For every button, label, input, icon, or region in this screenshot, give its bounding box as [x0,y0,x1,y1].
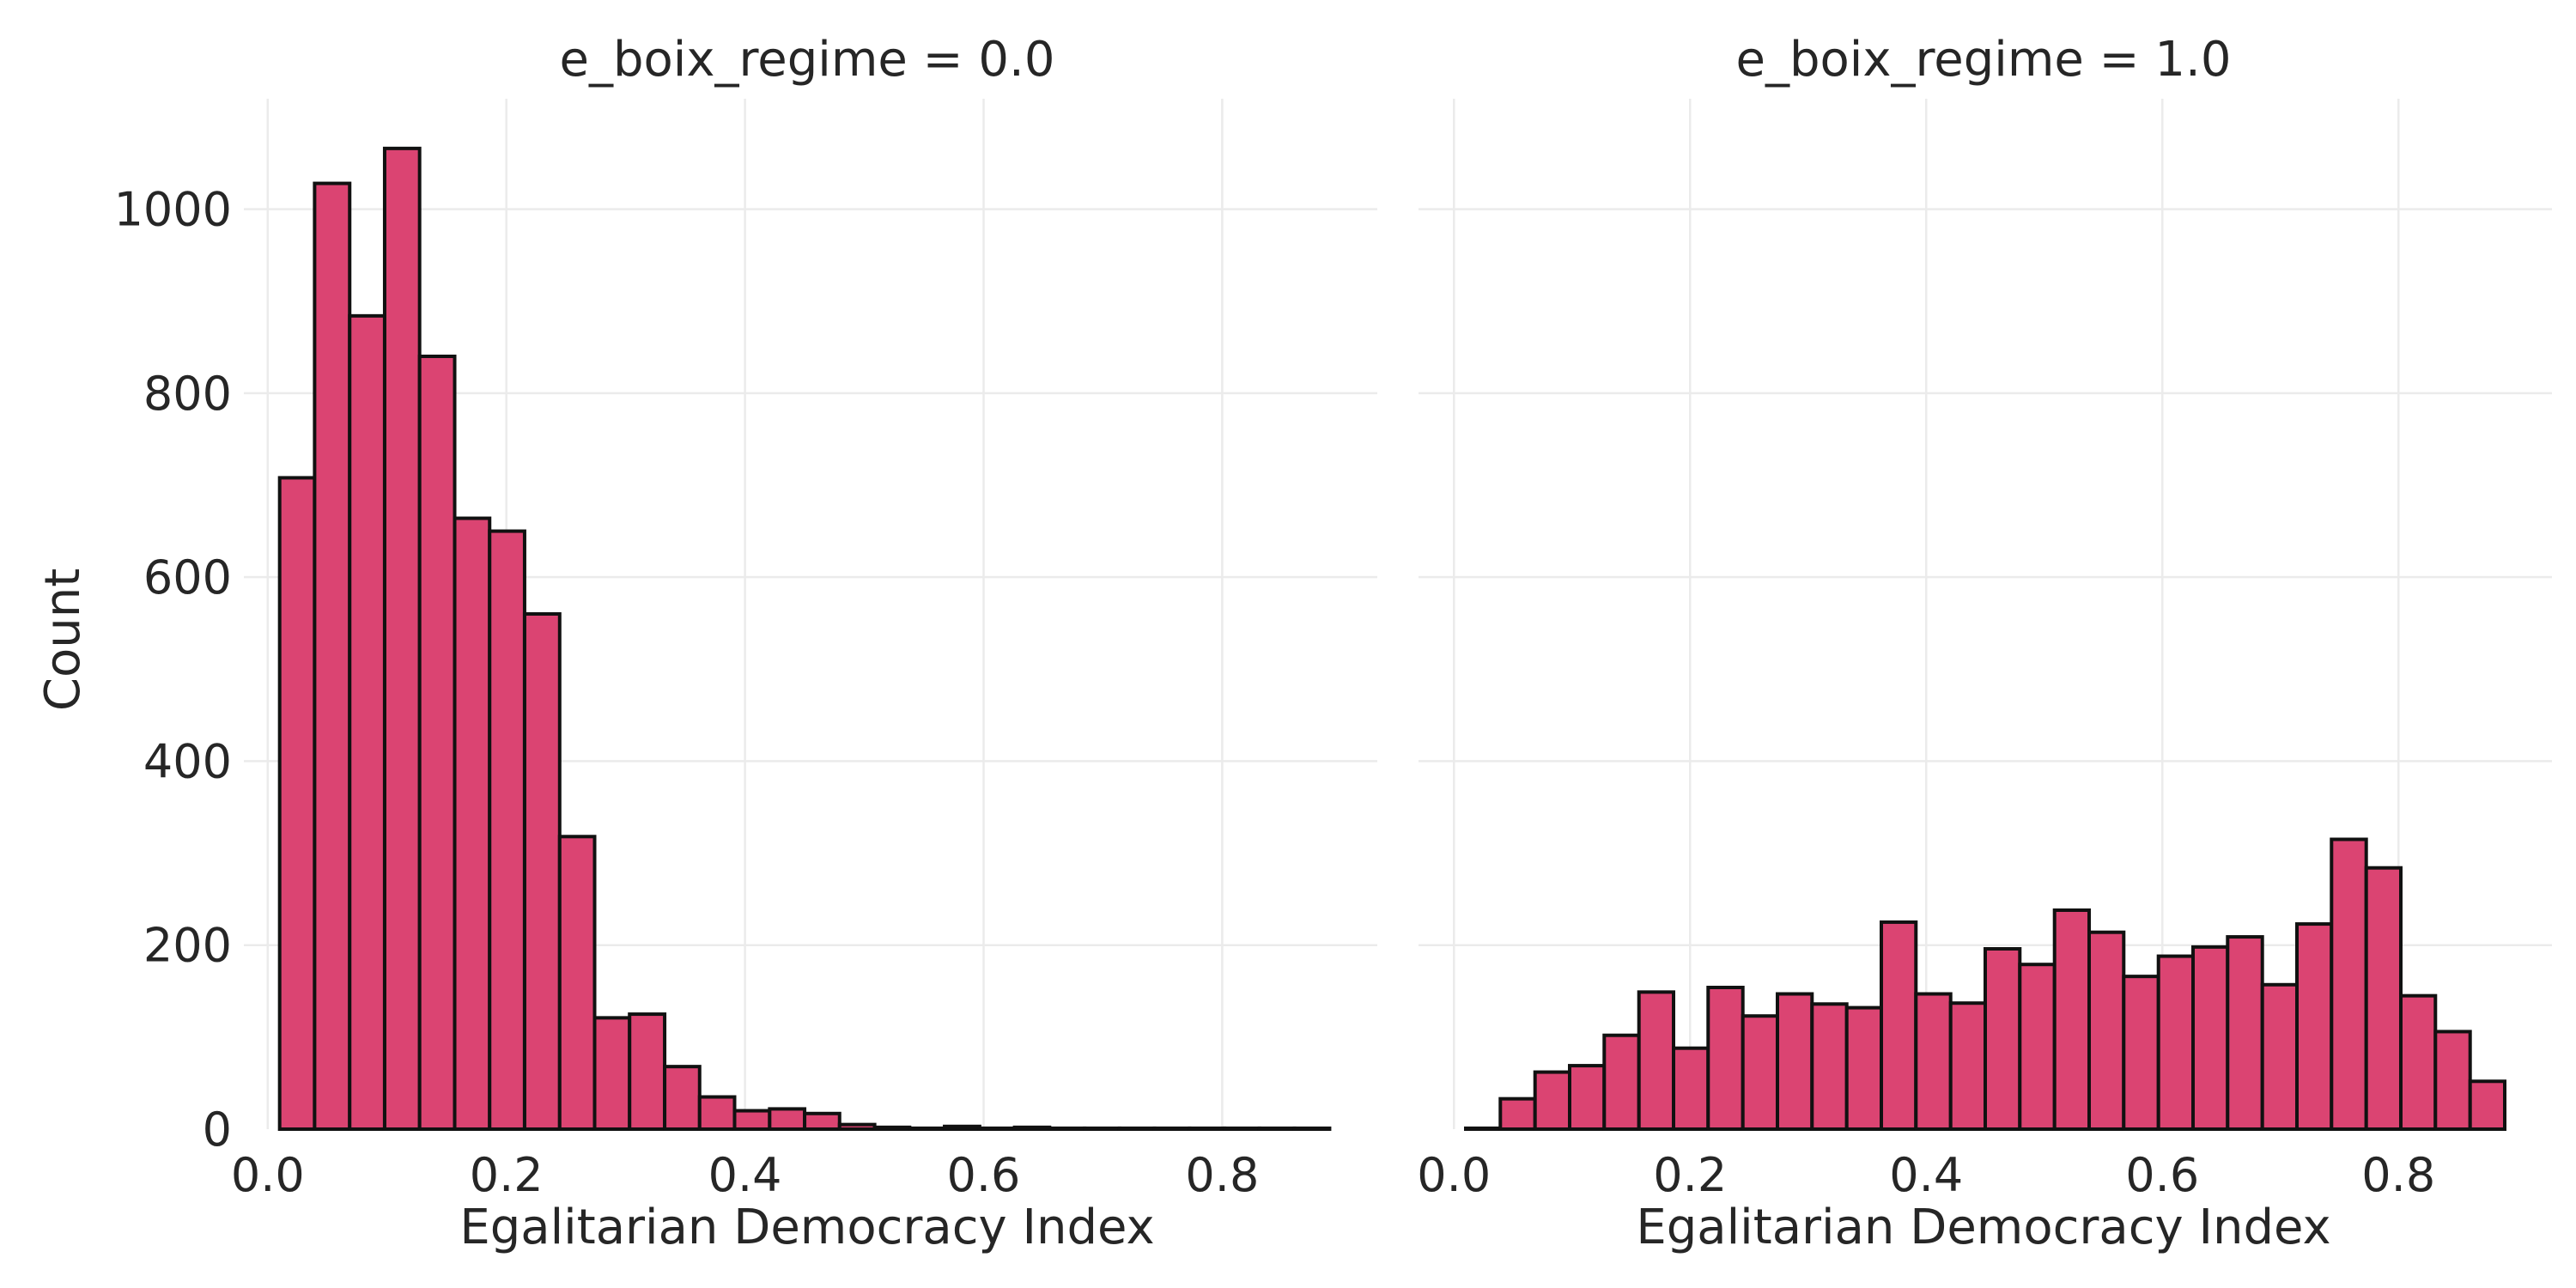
histogram-bar [2087,930,2126,1131]
panel-title: e_boix_regime = 0.0 [560,32,1055,88]
histogram-bar [2156,954,2195,1131]
histogram-bar [1498,1097,1537,1131]
x-tick-label: 0.6 [947,1148,1021,1202]
histogram-bar [837,1122,877,1131]
histogram-bar [1188,1126,1227,1132]
histogram-bar [2330,837,2368,1131]
histogram-bar [1012,1125,1052,1132]
histogram-bar [592,1016,632,1132]
histogram-bar [348,313,386,1132]
histogram-bar [697,1095,737,1131]
histogram-bar [382,146,422,1131]
histogram-bar [1741,1014,1780,1131]
histogram-bar [663,1065,702,1131]
histogram-bar [2364,866,2403,1131]
histogram-bar [1083,1126,1121,1132]
histogram-bar [1914,992,1953,1131]
panel-regime-1: 0.0 0.2 0.4 0.6 0.8 e_boix_regime = 1.0 Egal… [1417,32,2552,1255]
histogram-bar [1672,1046,1710,1131]
histogram-bar [277,476,317,1131]
histogram-bar [1568,1064,1607,1131]
histogram-bar [1117,1126,1157,1132]
x-tick-label: 0.4 [1889,1148,1963,1202]
histogram-bar [943,1124,981,1132]
histogram-bar [2052,908,2091,1131]
y-tick-label: 0 [203,1103,232,1157]
histogram-bar [908,1126,947,1132]
y-tick-label: 200 [143,919,232,973]
x-tick-label: 0.6 [2125,1148,2199,1202]
panel-regime-0: 0.0 0.2 0.4 0.6 0.8 0 200 400 600 800 1000 e_boix_… [35,32,1377,1255]
histogram-bar [2468,1079,2506,1132]
tick-labels: 0.0 0.2 0.4 0.6 0.8 [1417,1148,2435,1202]
x-tick-label: 0.2 [470,1148,544,1202]
histogram-bar [2260,982,2299,1132]
histogram-bar [522,612,562,1131]
y-axis-label: Count [35,568,91,711]
x-tick-label: 0.0 [231,1148,305,1202]
tick-labels: 0.0 0.2 0.4 0.6 0.8 0 200 400 600 800 1000 [114,183,1260,1202]
histogram-bar [768,1107,807,1132]
x-tick-label: 0.0 [1417,1148,1491,1202]
histogram-bar [2018,963,2057,1131]
panel-title: e_boix_regime = 1.0 [1736,32,2232,88]
histogram-bar [628,1012,667,1131]
histogram-bar [1602,1033,1641,1131]
x-tick-label: 0.4 [708,1148,782,1202]
x-tick-label: 0.8 [1185,1148,1259,1202]
histogram-bar [313,181,352,1132]
histogram-bar [2433,1030,2472,1132]
y-tick-label: 400 [143,734,232,788]
x-tick-label: 0.8 [2361,1148,2435,1202]
histogram-bar [453,516,492,1131]
x-tick-label: 0.2 [1653,1148,1727,1202]
histogram-bar [2399,993,2438,1131]
histogram-bar [1880,920,1918,1132]
histogram-bar [417,355,457,1131]
histogram-bar [872,1125,912,1132]
y-tick-label: 600 [143,550,232,605]
histogram-bars [277,146,1332,1132]
histogram-bar [1292,1126,1332,1132]
histogram-bar [1844,1005,1883,1131]
y-tick-label: 1000 [114,183,232,237]
histogram-bar [977,1126,1017,1132]
histogram-bar [1776,992,1814,1131]
histogram-bar [1706,986,1745,1131]
histogram-bar [2122,975,2160,1131]
x-axis-label: Egalitarian Democracy Index [1636,1200,2330,1255]
histogram-bar [732,1109,772,1131]
histogram-bar [1810,1002,1849,1132]
histogram-bar [1223,1126,1261,1132]
x-axis-label: Egalitarian Democracy Index [459,1200,1154,1255]
histogram-bar [803,1111,841,1132]
histogram-bar [488,529,526,1131]
histogram-bar [2226,935,2264,1131]
histogram-bar [1048,1126,1087,1132]
histogram-bar [1637,990,1676,1132]
histogram-bar [1257,1126,1297,1132]
histogram-bar [2295,922,2334,1131]
histogram-bar [1533,1070,1572,1131]
histogram-bar [557,835,597,1131]
histogram-bar [1948,1001,1987,1131]
histogram-bar [1152,1126,1192,1132]
histogram-bar [2191,945,2230,1132]
histogram-bar [1464,1126,1503,1132]
histogram-bars [1464,837,2506,1132]
y-tick-label: 800 [143,367,232,421]
histogram-bar [1984,947,2022,1131]
